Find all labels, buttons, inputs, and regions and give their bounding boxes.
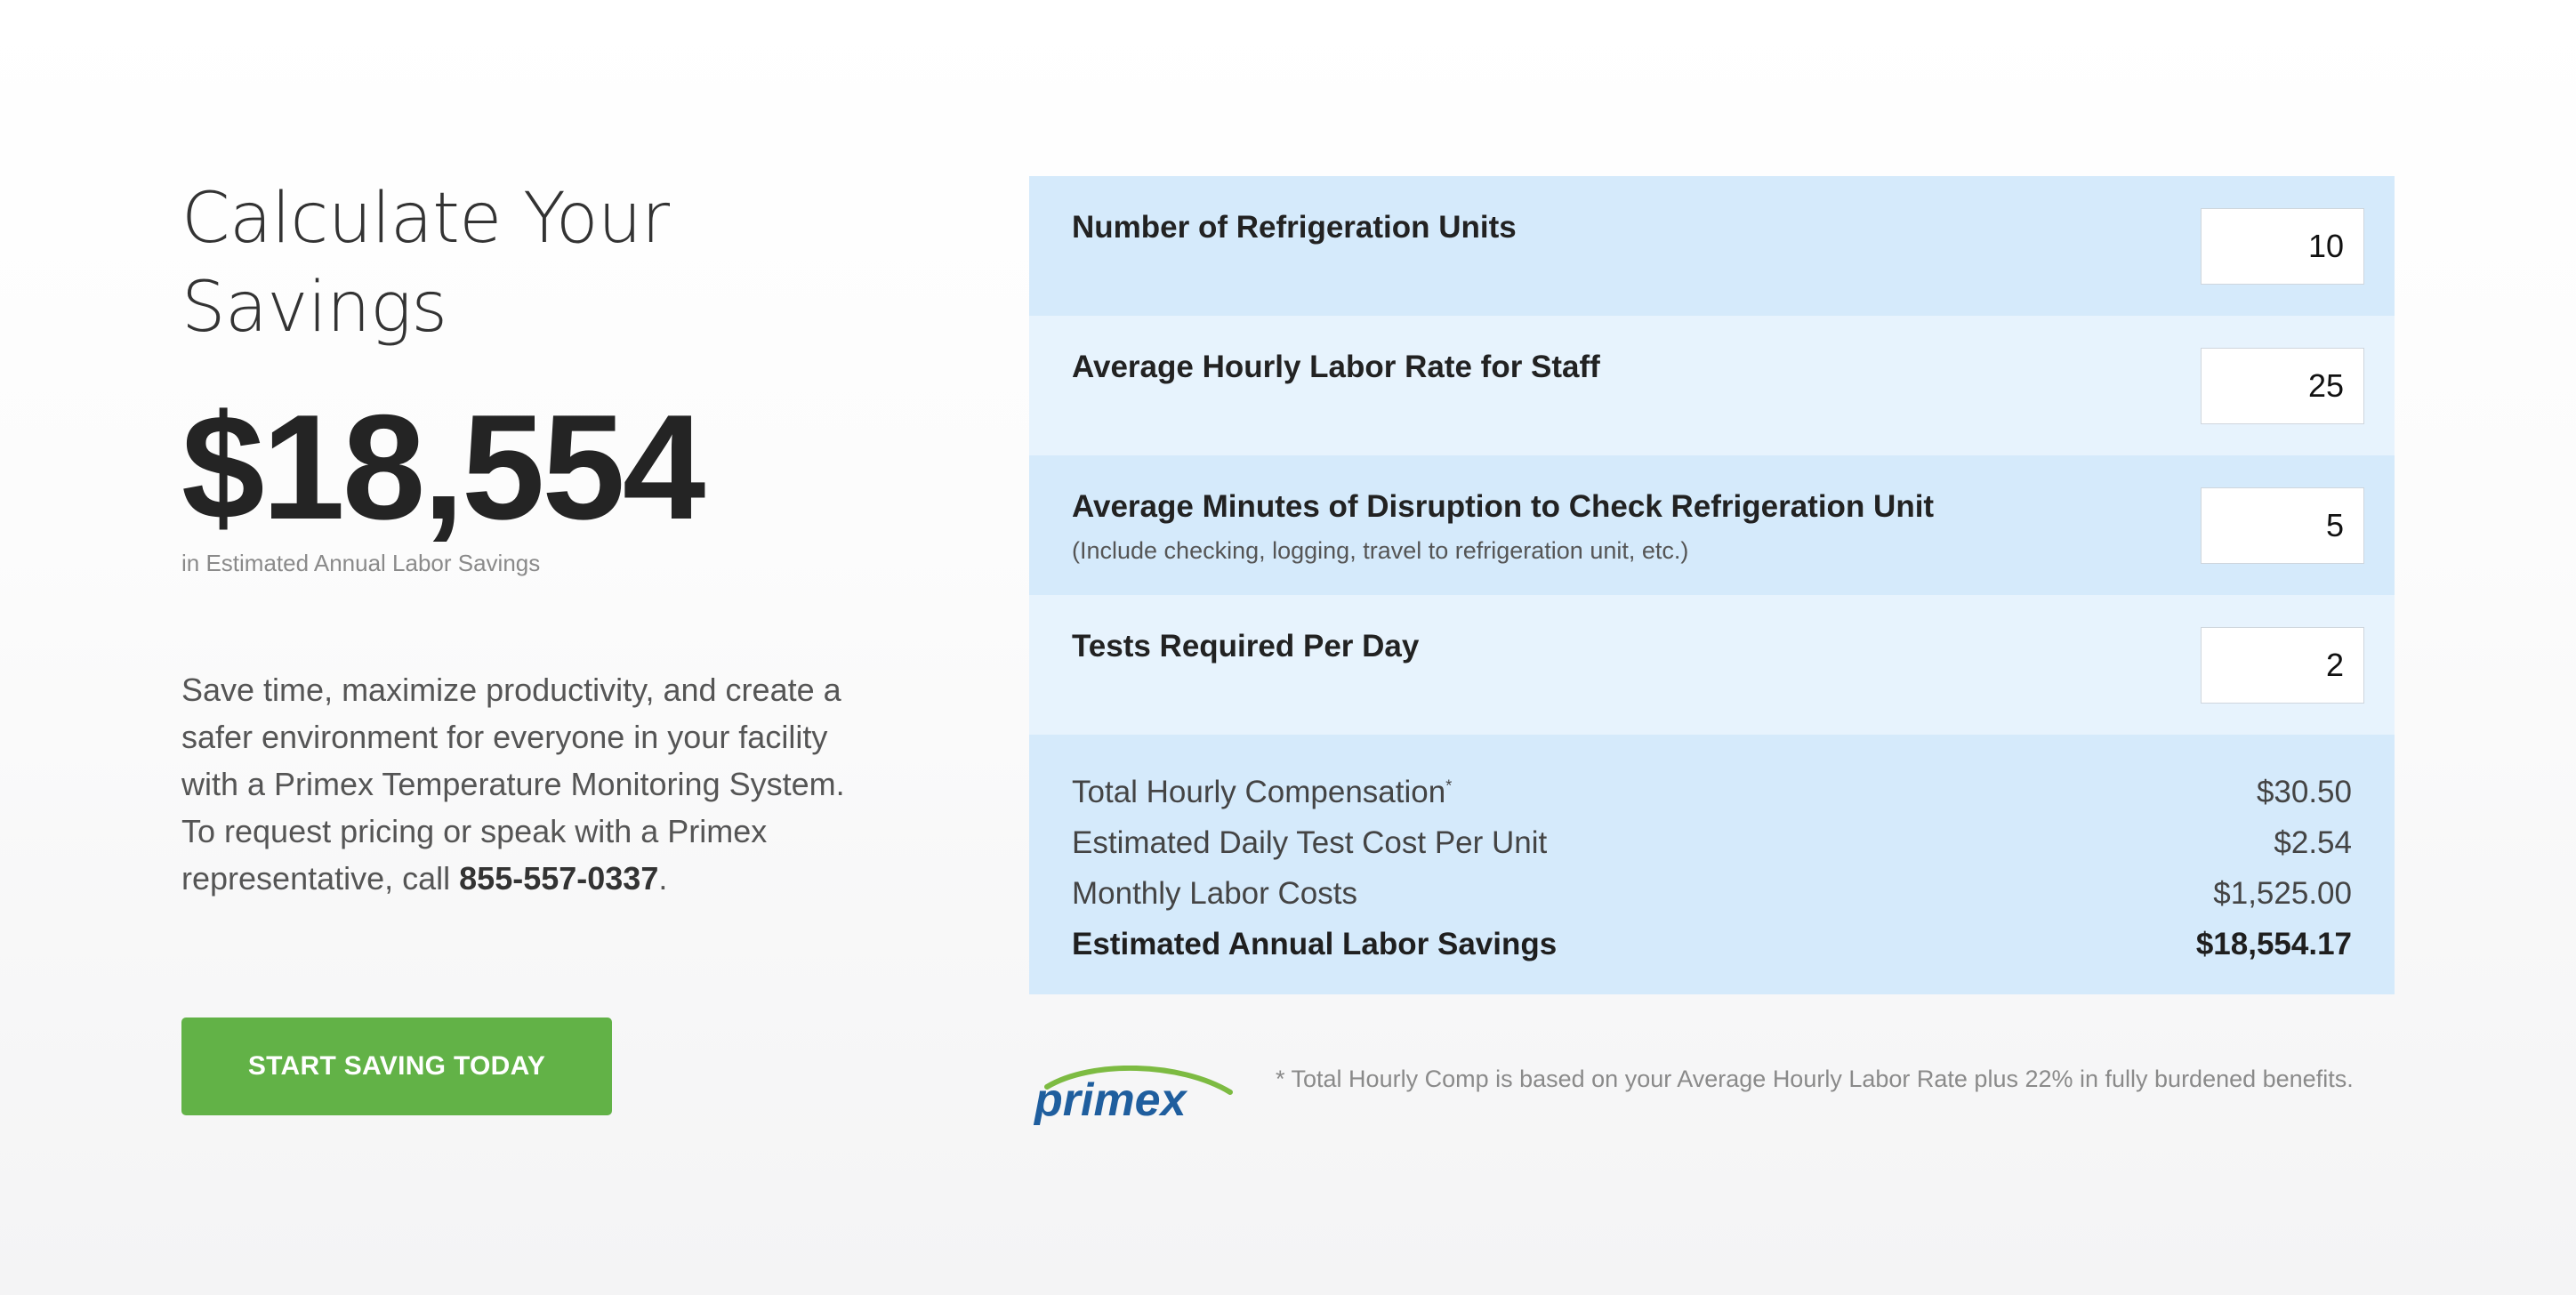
results-summary: Total Hourly Compensation* $30.50 Estima… xyxy=(1029,735,2395,994)
result-row: Total Hourly Compensation* $30.50 xyxy=(1072,767,2352,817)
result-value: $2.54 xyxy=(2274,825,2352,860)
intro-text: Save time, maximize productivity, and cr… xyxy=(181,666,875,902)
result-label: Estimated Daily Test Cost Per Unit xyxy=(1072,825,1548,860)
result-value: $18,554.17 xyxy=(2195,927,2352,961)
logo-text: primex xyxy=(1033,1074,1188,1126)
savings-amount: $18,554 xyxy=(181,383,705,551)
result-label-text: Total Hourly Compensation xyxy=(1072,775,1446,809)
refrigeration-units-input[interactable] xyxy=(2201,208,2364,285)
page-title: Calculate Your Savings xyxy=(181,179,670,348)
footnote-marker: * xyxy=(1445,776,1453,795)
input-label: Average Minutes of Disruption to Check R… xyxy=(1072,489,1935,524)
result-value: $1,525.00 xyxy=(2213,876,2352,911)
disruption-minutes-input[interactable] xyxy=(2201,487,2364,564)
input-label: Tests Required Per Day xyxy=(1072,629,1420,664)
intro-text-body: Save time, maximize productivity, and cr… xyxy=(181,672,845,897)
result-row-total: Estimated Annual Labor Savings $18,554.1… xyxy=(1072,919,2352,969)
result-label: Estimated Annual Labor Savings xyxy=(1072,927,1558,961)
start-saving-button[interactable]: START SAVING TODAY xyxy=(181,1017,612,1115)
input-label: Number of Refrigeration Units xyxy=(1072,210,1517,245)
input-hint: (Include checking, logging, travel to re… xyxy=(1072,537,1689,564)
input-label: Average Hourly Labor Rate for Staff xyxy=(1072,350,1600,384)
input-row-refrigeration-units: Number of Refrigeration Units xyxy=(1029,176,2395,316)
input-row-disruption-minutes: Average Minutes of Disruption to Check R… xyxy=(1029,455,2395,595)
result-row: Monthly Labor Costs $1,525.00 xyxy=(1072,868,2352,919)
phone-number: 855-557-0337 xyxy=(459,860,659,897)
input-row-labor-rate: Average Hourly Labor Rate for Staff xyxy=(1029,316,2395,455)
result-label: Total Hourly Compensation* xyxy=(1072,767,1452,817)
tests-per-day-input[interactable] xyxy=(2201,627,2364,704)
savings-caption: in Estimated Annual Labor Savings xyxy=(181,550,541,576)
labor-rate-input[interactable] xyxy=(2201,348,2364,424)
intro-text-end: . xyxy=(658,860,668,897)
footnote-text: * Total Hourly Comp is based on your Ave… xyxy=(1276,1066,2354,1092)
result-value: $30.50 xyxy=(2256,775,2352,809)
primex-logo: primex xyxy=(1033,1066,1233,1126)
intro-column: Calculate Your Savings $18,554 in Estima… xyxy=(181,174,911,902)
result-row: Estimated Daily Test Cost Per Unit $2.54 xyxy=(1072,817,2352,868)
input-row-tests-per-day: Tests Required Per Day xyxy=(1029,595,2395,735)
result-label: Monthly Labor Costs xyxy=(1072,876,1357,911)
calculator-panel: Number of Refrigeration Units Average Ho… xyxy=(1029,176,2395,994)
